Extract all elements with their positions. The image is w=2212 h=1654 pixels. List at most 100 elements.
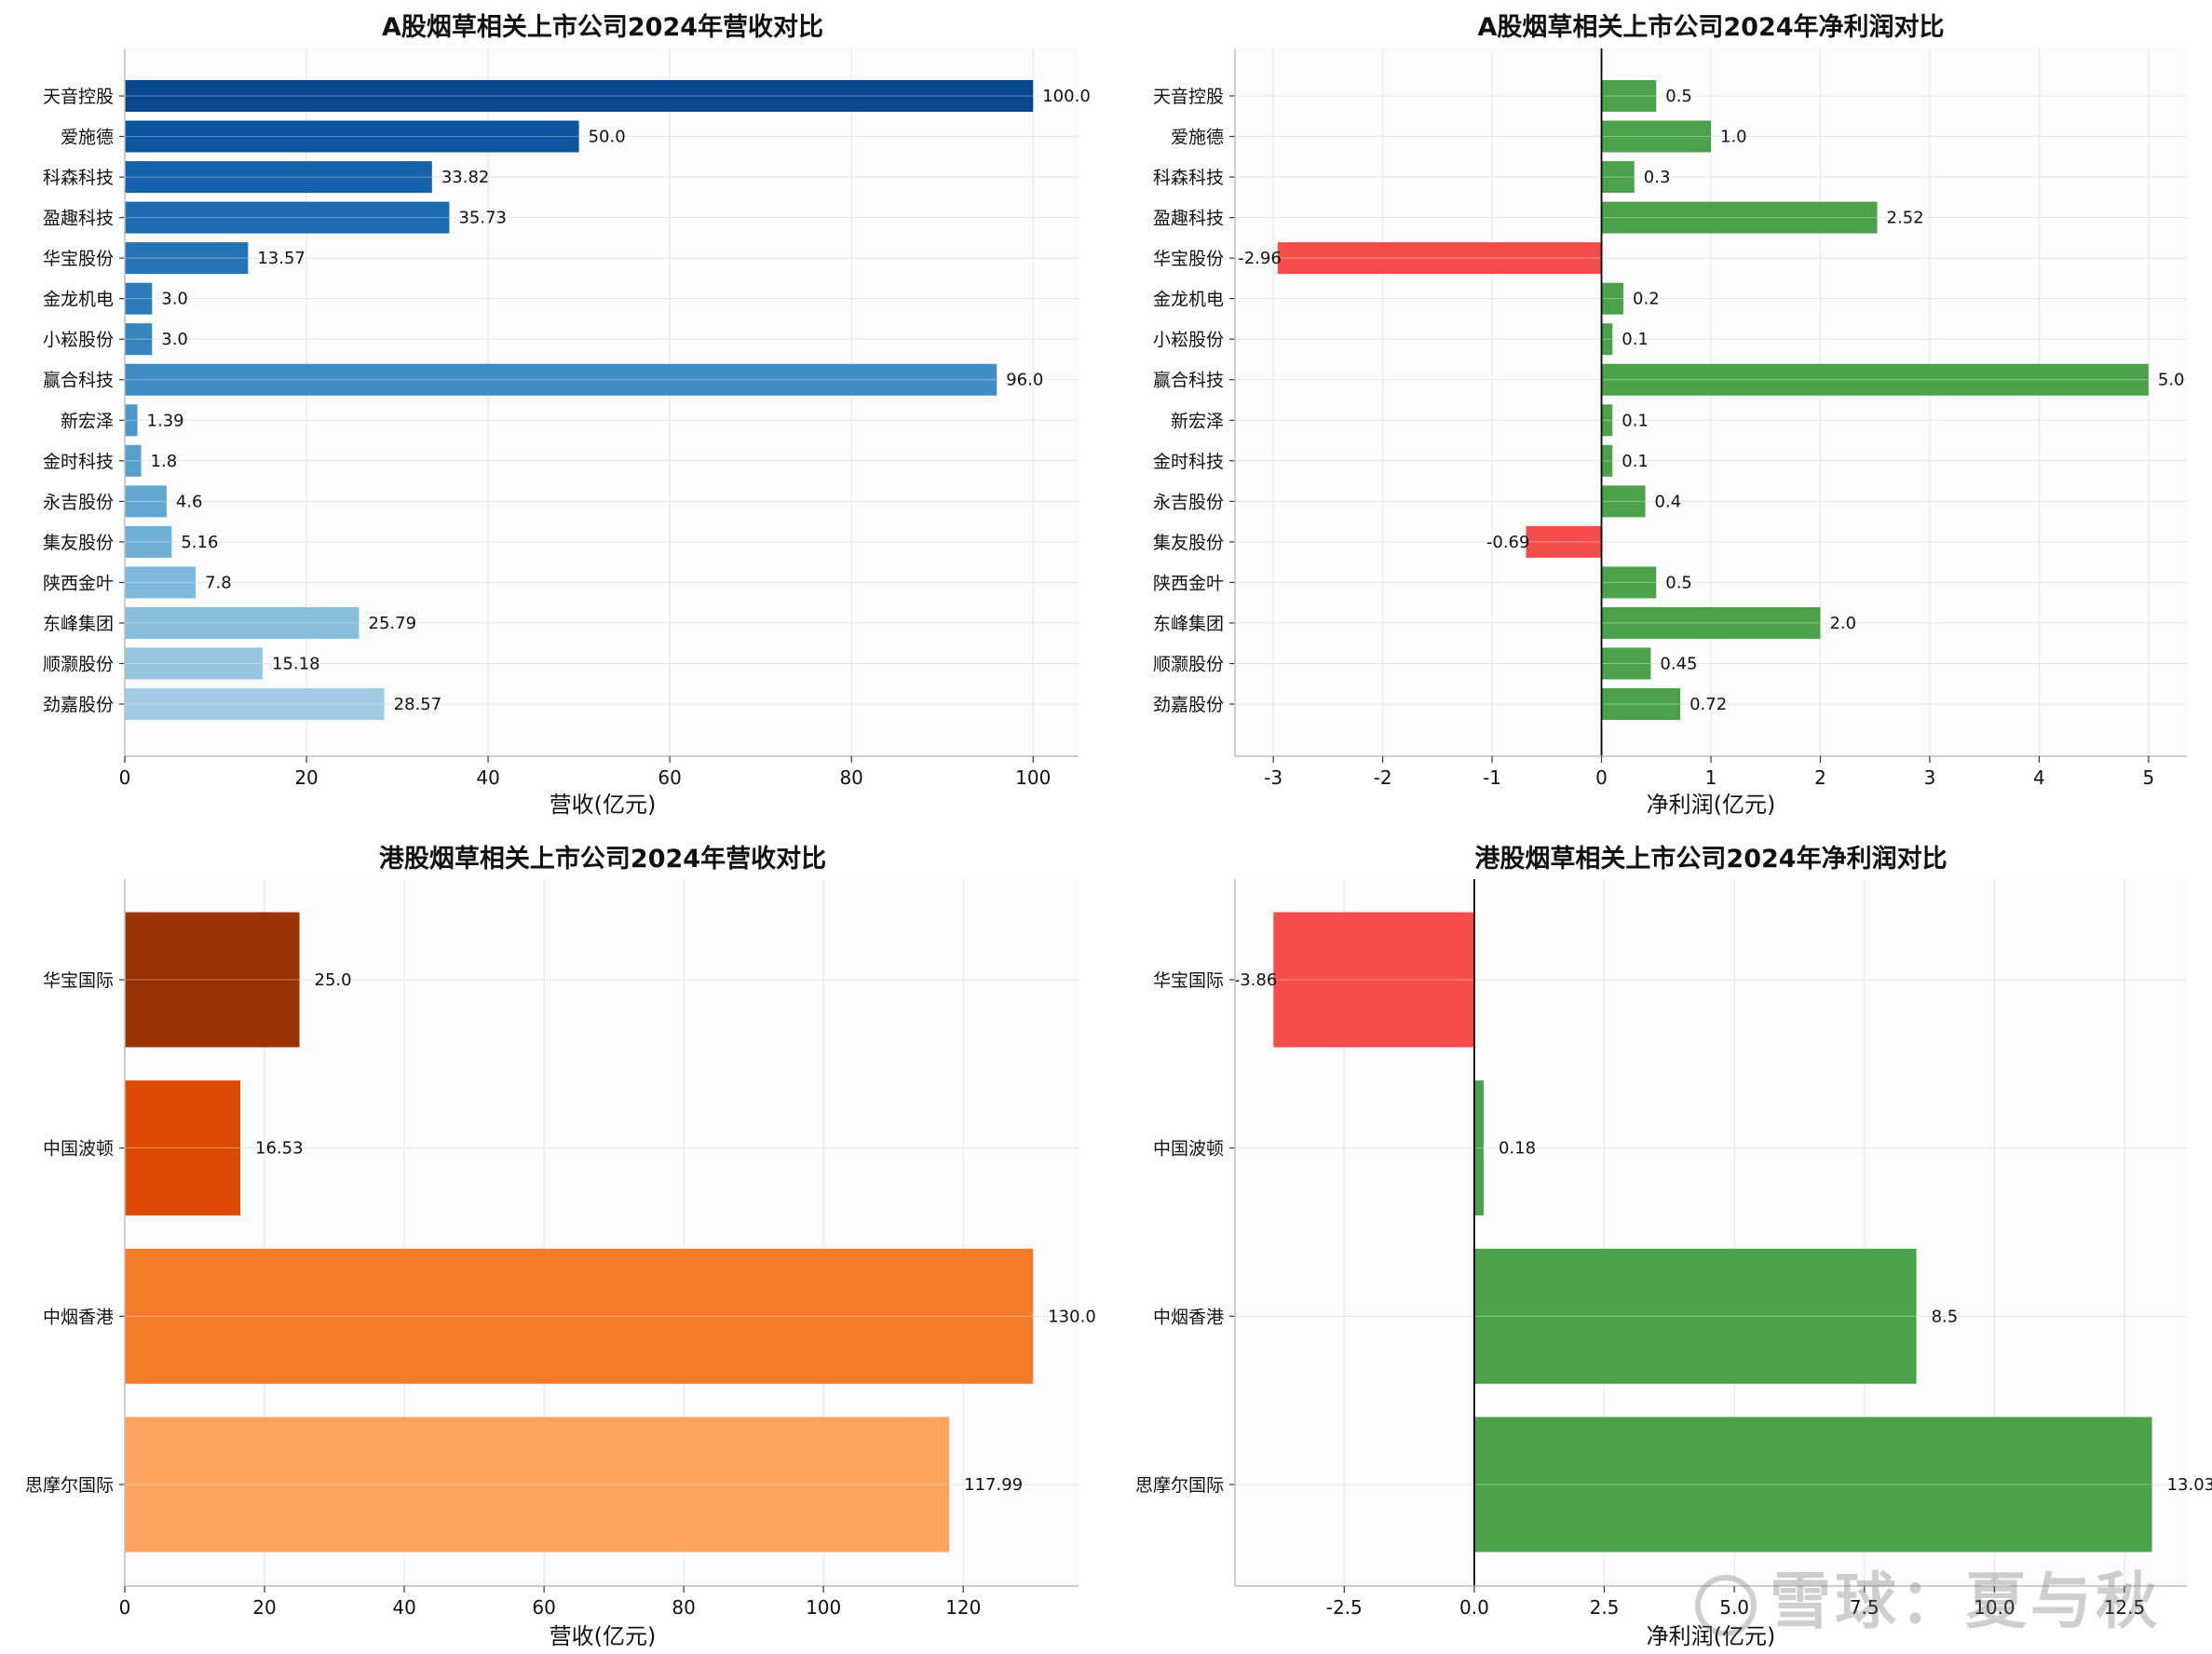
value-label: 15.18 <box>272 654 320 673</box>
category-label: 顺灏股份 <box>1153 654 1224 674</box>
bar <box>1601 606 1821 639</box>
value-label: 25.0 <box>315 970 352 990</box>
value-label: 5.16 <box>181 533 218 552</box>
category-label: 华宝国际 <box>1153 970 1224 991</box>
value-label: 25.79 <box>369 614 417 633</box>
category-label: 顺灏股份 <box>43 654 114 674</box>
value-label: 2.0 <box>1829 614 1856 633</box>
category-label: 新宏泽 <box>61 411 114 431</box>
x-tick-label: 100 <box>806 1596 841 1619</box>
bar <box>125 444 142 477</box>
watermark: 雪球：夏与秋 <box>1695 1552 2161 1641</box>
bar <box>125 1417 950 1552</box>
bar <box>125 566 197 599</box>
value-label: 7.8 <box>205 573 232 592</box>
category-label: 小崧股份 <box>43 330 114 350</box>
value-label: 0.2 <box>1633 290 1660 309</box>
bar <box>1526 525 1602 558</box>
category-label: 中国波顿 <box>1153 1139 1224 1159</box>
x-tick-label: 100 <box>1015 766 1051 789</box>
x-tick-label: 5 <box>2143 766 2155 789</box>
category-label: 集友股份 <box>43 533 114 553</box>
snowball-logo-icon <box>1695 1574 1757 1636</box>
x-tick-label: 0.0 <box>1459 1596 1489 1619</box>
x-tick-label: -2 <box>1374 766 1392 789</box>
bar <box>125 242 249 275</box>
bar <box>1277 242 1602 275</box>
value-label: 35.73 <box>458 209 507 228</box>
value-label: -3.86 <box>1234 970 1278 990</box>
value-label: 5.0 <box>2158 371 2185 390</box>
value-label: 100.0 <box>1042 87 1091 106</box>
x-axis-label: 营收(亿元) <box>550 792 657 818</box>
bar <box>1601 363 2149 396</box>
category-label: 中烟香港 <box>43 1307 114 1327</box>
x-tick-label: 12.5 <box>2104 1596 2146 1619</box>
x-tick-label: 0 <box>119 766 131 789</box>
value-label: 0.3 <box>1644 168 1671 187</box>
category-label: 思摩尔国际 <box>1135 1475 1224 1496</box>
value-label: 0.1 <box>1622 411 1649 430</box>
x-tick-label: 0 <box>119 1596 131 1619</box>
bar <box>1601 485 1646 518</box>
bar <box>1601 282 1624 315</box>
value-label: 0.5 <box>1665 87 1692 106</box>
category-label: 劲嘉股份 <box>43 695 114 715</box>
category-label: 盈趣科技 <box>1153 209 1224 229</box>
category-label: 华宝股份 <box>43 249 114 269</box>
bar <box>125 323 153 356</box>
category-label: 华宝国际 <box>43 970 114 991</box>
bar <box>1601 404 1613 437</box>
chart-title: A股烟草相关上市公司2024年营收对比 <box>382 12 823 42</box>
x-tick-label: 3 <box>1924 766 1936 789</box>
category-label: 金龙机电 <box>1153 290 1224 310</box>
bar <box>1601 201 1878 234</box>
x-tick-label: 2.5 <box>1590 1596 1620 1619</box>
category-label: 中烟香港 <box>1153 1307 1224 1327</box>
value-label: 130.0 <box>1048 1307 1096 1326</box>
bar <box>125 201 450 234</box>
x-tick-label: 0 <box>1595 766 1608 789</box>
value-label: 8.5 <box>1932 1307 1959 1326</box>
chart-title: A股烟草相关上市公司2024年净利润对比 <box>1477 12 1944 42</box>
bar <box>125 606 360 639</box>
value-label: 117.99 <box>964 1475 1023 1495</box>
bar <box>1473 1080 1484 1216</box>
x-tick-label: -2.5 <box>1326 1596 1363 1619</box>
bar <box>125 404 138 437</box>
watermark-text: 雪球：夏与秋 <box>1770 1566 2161 1637</box>
value-label: 1.0 <box>1720 128 1747 147</box>
x-tick-label: 60 <box>658 766 681 789</box>
category-label: 赢合科技 <box>1153 371 1224 391</box>
category-label: 中国波顿 <box>43 1139 114 1159</box>
bar <box>125 80 1034 112</box>
x-tick-label: 2 <box>1814 766 1826 789</box>
bar <box>1601 80 1657 112</box>
category-label: 陕西金叶 <box>1153 573 1224 593</box>
value-label: 0.18 <box>1499 1139 1536 1159</box>
value-label: 96.0 <box>1006 371 1043 390</box>
bar <box>1473 1248 1917 1384</box>
x-tick-label: 1 <box>1705 766 1717 789</box>
bar <box>1601 323 1613 356</box>
value-label: 0.5 <box>1665 573 1692 592</box>
value-label: 0.72 <box>1690 695 1727 714</box>
x-tick-label: 80 <box>839 766 862 789</box>
bar <box>125 1248 1034 1384</box>
category-label: 金龙机电 <box>43 290 114 310</box>
category-label: 爱施德 <box>1171 128 1224 148</box>
category-label: 金时科技 <box>1153 452 1224 472</box>
value-label: 50.0 <box>589 128 626 147</box>
bar <box>125 912 300 1048</box>
category-label: 集友股份 <box>1153 533 1224 553</box>
x-tick-label: 20 <box>252 1596 276 1619</box>
bar <box>1601 688 1681 720</box>
value-label: 3.0 <box>161 290 188 309</box>
x-axis-label: 营收(亿元) <box>550 1623 657 1649</box>
plot-area <box>125 48 1079 756</box>
chart-title: 港股烟草相关上市公司2024年净利润对比 <box>1474 844 1947 874</box>
value-label: 13.03 <box>2167 1475 2212 1495</box>
x-axis-label: 净利润(亿元) <box>1647 792 1776 818</box>
category-label: 科森科技 <box>1153 168 1224 188</box>
